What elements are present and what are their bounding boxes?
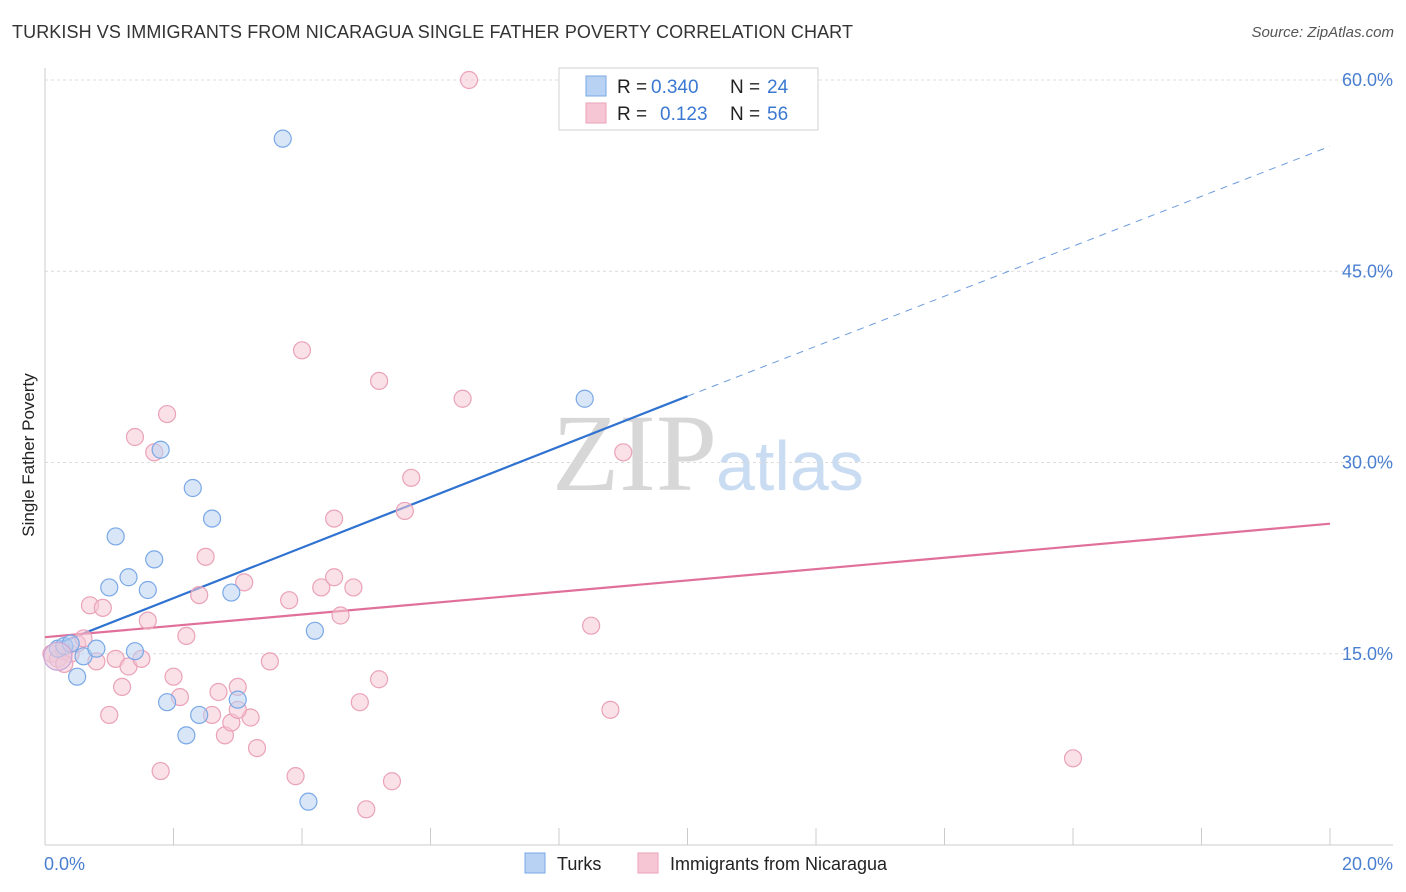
- legend-n-label-turks: N =: [730, 77, 760, 98]
- point-nicaragua-34: [292, 341, 312, 360]
- watermark-atlas: atlas: [716, 427, 864, 505]
- point-cluster-origin: [43, 641, 73, 671]
- point-turks-5: [87, 639, 106, 658]
- trend-line-0: [57, 395, 688, 645]
- legend-swatch-nicaragua: [585, 102, 607, 124]
- point-nicaragua-49: [582, 616, 601, 635]
- point-turks-21: [299, 792, 318, 811]
- point-turks-6: [100, 578, 119, 597]
- y-tick-label-30: 30.0%: [1342, 453, 1393, 473]
- legend-r-value-nicaragua: 0.123: [660, 104, 708, 125]
- data-points: [42, 70, 1083, 819]
- point-nicaragua-47: [453, 389, 472, 408]
- legend-r-label-turks: R =: [617, 77, 647, 98]
- point-nicaragua-20: [177, 626, 196, 646]
- point-turks-16: [190, 705, 209, 725]
- point-nicaragua-11: [112, 677, 132, 697]
- point-nicaragua-40: [350, 693, 369, 712]
- point-nicaragua-33: [286, 767, 305, 786]
- point-turks-19: [228, 690, 247, 709]
- bottom-legend-turks: Turks: [557, 854, 601, 874]
- point-turks-3: [68, 667, 87, 686]
- y-tick-label-45: 45.0%: [1342, 261, 1393, 281]
- point-turks-15: [183, 478, 202, 498]
- y-axis-label: Single Father Poverty: [19, 373, 38, 537]
- point-turks-9: [125, 642, 145, 661]
- point-nicaragua-16: [151, 761, 170, 781]
- point-nicaragua-43: [370, 371, 389, 390]
- point-turks-17: [202, 509, 222, 528]
- point-nicaragua-14: [138, 611, 157, 630]
- point-turks-22: [305, 621, 324, 640]
- point-nicaragua-38: [331, 606, 350, 625]
- point-nicaragua-44: [382, 772, 402, 791]
- point-nicaragua-13: [125, 427, 145, 447]
- point-nicaragua-36: [325, 568, 344, 587]
- trend-line-1: [44, 522, 1331, 639]
- bottom-legend: Turks Immigrants from Nicaragua: [524, 852, 888, 874]
- point-nicaragua-22: [196, 547, 215, 566]
- point-turks-10: [138, 580, 157, 600]
- x-tick-label-min: 0.0%: [44, 854, 85, 874]
- legend-n-label-nicaragua: N =: [730, 104, 760, 125]
- legend-r-label-nicaragua: R =: [617, 104, 647, 125]
- point-nicaragua-21: [190, 585, 209, 605]
- point-nicaragua-41: [357, 800, 376, 819]
- point-nicaragua-37: [325, 509, 344, 528]
- chart-title: TURKISH VS IMMIGRANTS FROM NICARAGUA SIN…: [12, 22, 854, 42]
- legend-swatch-turks: [585, 75, 607, 97]
- point-turks-7: [106, 527, 125, 546]
- bottom-legend-nicaragua: Immigrants from Nicaragua: [670, 854, 888, 874]
- legend-n-value-turks: 24: [767, 77, 789, 98]
- watermark-zip: ZIP: [552, 392, 717, 514]
- point-turks-23: [575, 389, 594, 408]
- point-nicaragua-18: [164, 667, 183, 686]
- point-nicaragua-51: [614, 443, 633, 462]
- legend-r-value-turks: 0.340: [651, 77, 699, 98]
- y-tick-label-15: 15.0%: [1342, 644, 1393, 664]
- point-nicaragua-24: [209, 682, 228, 702]
- legend-n-value-nicaragua: 56: [767, 104, 788, 125]
- point-nicaragua-35: [312, 578, 331, 597]
- point-nicaragua-50: [601, 700, 620, 719]
- top-legend: R = 0.340 N = 24 R = 0.123 N = 56: [558, 67, 819, 131]
- point-nicaragua-17: [157, 404, 177, 424]
- point-turks-12: [151, 440, 170, 459]
- x-tick-label-max: 20.0%: [1342, 854, 1393, 874]
- point-turks-20: [273, 129, 292, 148]
- point-nicaragua-30: [247, 738, 267, 758]
- point-nicaragua-8: [93, 598, 112, 617]
- point-nicaragua-31: [260, 652, 279, 671]
- point-turks-8: [119, 568, 138, 587]
- trend-lines: [44, 145, 1331, 645]
- point-nicaragua-32: [280, 591, 299, 610]
- axes: 15.0% 30.0% 45.0% 60.0%: [44, 68, 1393, 846]
- y-tick-label-60: 60.0%: [1342, 70, 1393, 90]
- point-turks-11: [145, 550, 164, 569]
- point-nicaragua-28: [235, 573, 254, 592]
- trend-line-extension-0: [687, 145, 1331, 397]
- source-label: Source: ZipAtlas.com: [1251, 24, 1394, 41]
- point-turks-13: [157, 693, 177, 712]
- bottom-legend-swatch-nicaragua: [637, 852, 659, 874]
- point-nicaragua-9: [100, 705, 119, 725]
- point-nicaragua-45: [395, 501, 414, 521]
- grid: [45, 79, 1393, 655]
- point-nicaragua-39: [344, 578, 363, 597]
- point-nicaragua-46: [402, 468, 421, 487]
- point-nicaragua-48: [459, 70, 479, 90]
- point-nicaragua-52: [1063, 749, 1083, 768]
- point-turks-14: [177, 726, 196, 745]
- point-nicaragua-42: [370, 670, 389, 689]
- bottom-legend-swatch-turks: [524, 852, 546, 874]
- point-turks-18: [222, 583, 241, 602]
